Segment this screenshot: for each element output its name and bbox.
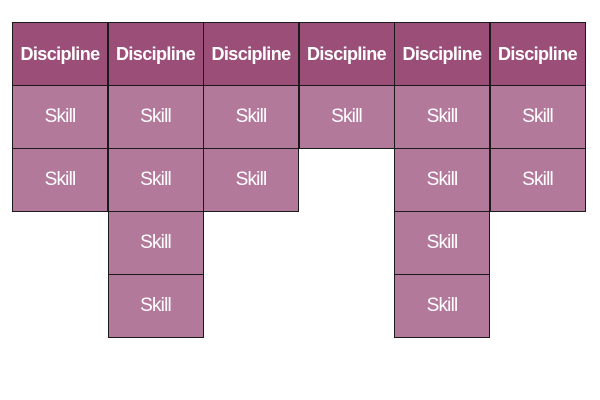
skill-cell: Skill xyxy=(12,148,108,212)
skill-cell: Skill xyxy=(394,85,490,149)
discipline-column: Discipline Skill Skill xyxy=(203,22,299,337)
discipline-header: Discipline xyxy=(489,22,586,86)
skill-cell: Skill xyxy=(107,85,204,149)
skill-cell: Skill xyxy=(394,274,490,338)
discipline-header: Discipline xyxy=(394,22,490,86)
discipline-skill-grid: Discipline Skill Skill Discipline Skill Skill… xyxy=(12,22,586,338)
skill-cell: Skill xyxy=(298,85,395,149)
skill-cell: Skill xyxy=(107,148,204,212)
skill-cell: Skill xyxy=(203,85,299,149)
skill-cell: Skill xyxy=(489,85,586,149)
skill-cell: Skill xyxy=(394,211,490,275)
discipline-column: Discipline Skill Skill xyxy=(12,22,108,337)
discipline-column: Discipline Skill xyxy=(298,22,395,337)
discipline-column: Discipline Skill Skill Skill Skill xyxy=(394,22,490,338)
discipline-header: Discipline xyxy=(107,22,204,86)
skill-cell: Skill xyxy=(107,211,204,275)
skill-cell: Skill xyxy=(489,148,586,212)
skill-cell: Skill xyxy=(107,274,204,338)
discipline-header: Discipline xyxy=(203,22,299,86)
discipline-column: Discipline Skill Skill Skill Skill xyxy=(107,22,204,338)
skill-cell: Skill xyxy=(394,148,490,212)
discipline-header: Discipline xyxy=(12,22,108,86)
discipline-header: Discipline xyxy=(298,22,395,86)
discipline-column: Discipline Skill Skill xyxy=(489,22,586,337)
skill-cell: Skill xyxy=(12,85,108,149)
skill-cell: Skill xyxy=(203,148,299,212)
